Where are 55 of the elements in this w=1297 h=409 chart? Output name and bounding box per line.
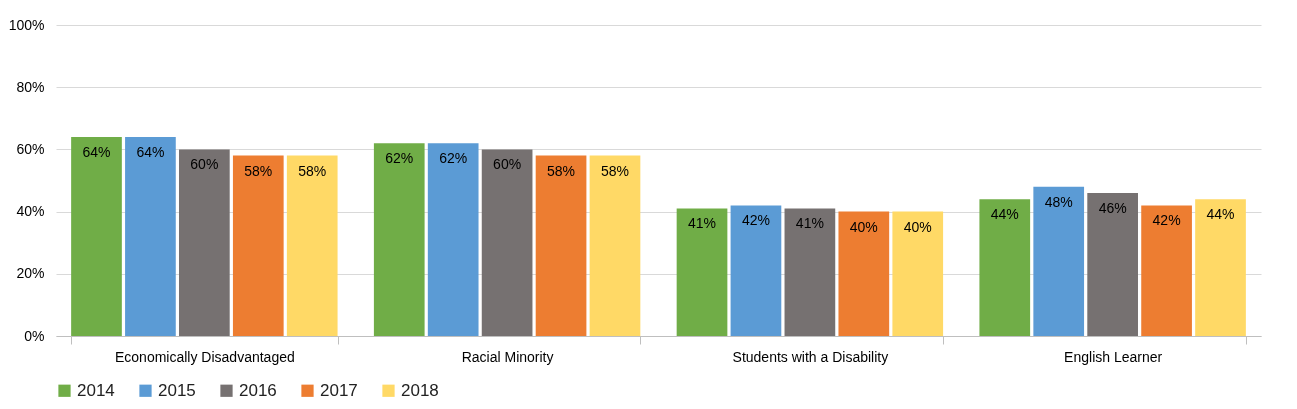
bar [535,155,587,336]
data-label: 44% [990,206,1019,223]
bar [979,199,1031,336]
bar [232,155,284,336]
bar [589,155,641,336]
x-tick-label: Students with a Disability [732,348,889,365]
data-label: 58% [244,162,273,179]
bar [481,149,533,336]
legend-label: 2017 [320,380,358,400]
data-label: 60% [190,156,219,173]
bar [71,136,122,336]
y-tick-label: 40% [16,203,45,220]
data-label: 48% [1044,193,1073,210]
x-tick-label: Economically Disadvantaged [114,348,295,365]
bar [373,143,425,336]
data-label: 64% [136,143,165,160]
data-label: 40% [903,218,932,235]
x-tick-label: English Learner [1064,348,1163,365]
x-tick-label: Racial Minority [461,348,554,365]
bar [1195,199,1246,336]
bar [427,143,479,336]
y-tick-label: 80% [16,78,45,95]
y-tick-label: 60% [16,140,45,157]
bar [730,205,782,336]
data-label: 41% [795,215,824,232]
data-label: 58% [298,162,327,179]
bar [1141,205,1192,336]
bar [838,211,890,336]
y-tick-label: 0% [24,327,45,344]
y-tick-label: 100% [8,16,45,33]
bar [1033,186,1085,336]
data-label: 40% [849,218,878,235]
data-label: 41% [688,215,717,232]
data-label: 42% [741,212,770,229]
legend-label: 2018 [401,380,439,400]
bar [676,208,728,336]
legend-label: 2014 [77,380,115,400]
legend-label: 2016 [239,380,277,400]
data-label: 46% [1098,199,1127,216]
data-label: 58% [547,162,576,179]
data-label: 44% [1206,206,1235,223]
data-label: 60% [493,156,522,173]
bar [1087,192,1138,336]
data-label: 58% [600,162,629,179]
y-tick-label: 20% [16,265,45,282]
data-label: 62% [439,150,468,167]
data-label: 42% [1152,212,1181,229]
bar [179,149,230,336]
bar [784,208,836,336]
bar [125,136,176,336]
data-label: 62% [385,150,414,167]
bar [892,211,944,336]
legend-label: 2015 [158,380,196,400]
bar [286,155,338,336]
data-label: 64% [82,143,111,160]
